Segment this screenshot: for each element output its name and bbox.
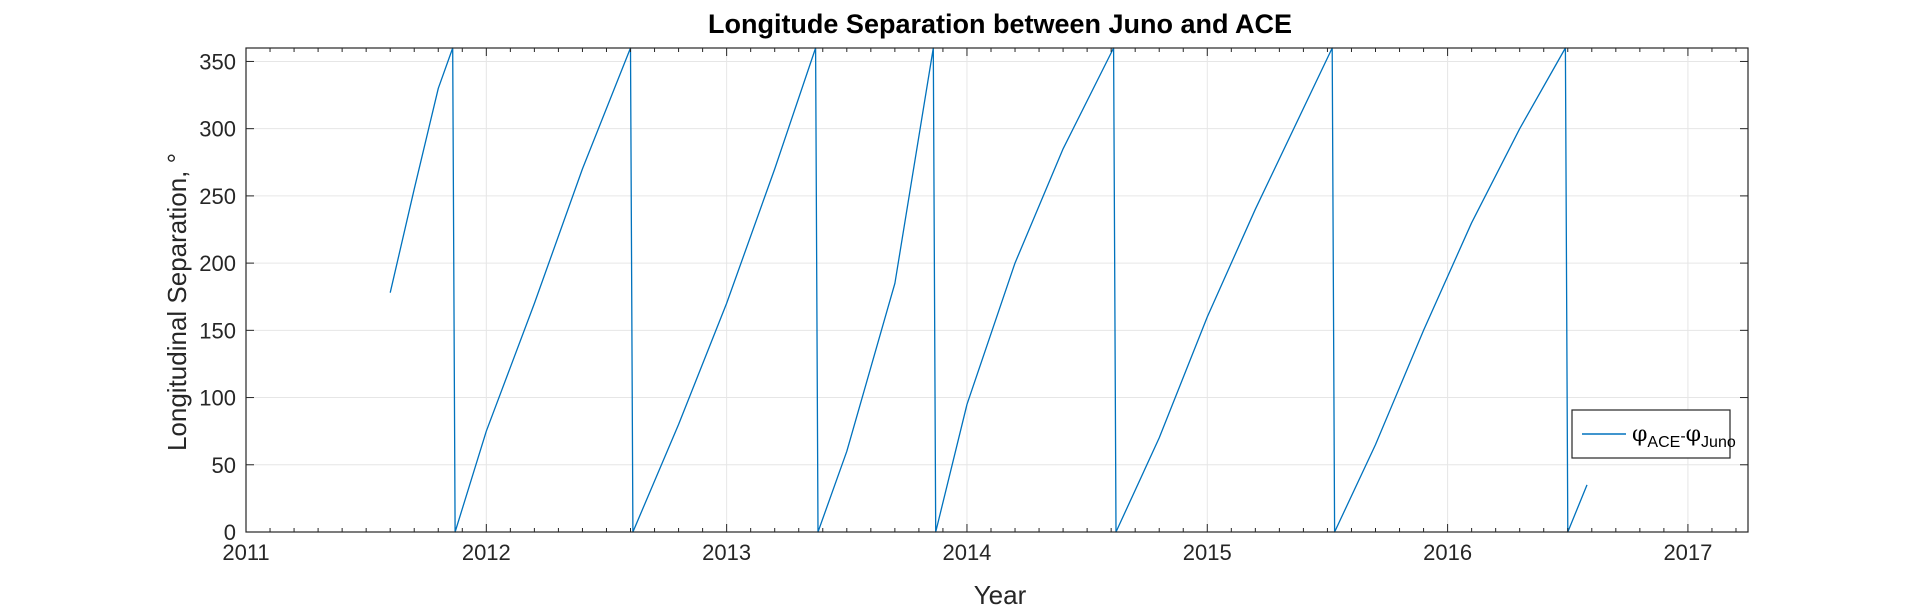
- y-tick-label: 200: [199, 251, 236, 276]
- y-tick-label: 350: [199, 49, 236, 74]
- y-tick-label: 0: [224, 520, 236, 545]
- x-tick-labels: 2011 2012 2013 2014 2015 2016 2017: [222, 540, 1712, 565]
- y-tick-label: 50: [212, 453, 236, 478]
- y-tick-labels: 0 50 100 150 200 250 300 350: [199, 49, 236, 545]
- axis-ticks: [245, 48, 1748, 533]
- y-tick-label: 100: [199, 386, 236, 411]
- y-tick-label: 250: [199, 184, 236, 209]
- x-tick-label: 2013: [702, 540, 751, 565]
- y-tick-label: 300: [199, 117, 236, 142]
- legend: φACE-φJuno: [1571, 409, 1736, 459]
- x-tick-label: 2017: [1663, 540, 1712, 565]
- legend-sub-ace: ACE: [1647, 434, 1680, 451]
- plot-area: [246, 48, 1748, 532]
- series-line: [389, 47, 1588, 533]
- legend-phi-2: φ: [1686, 422, 1701, 447]
- legend-label: φACE-φJuno: [1632, 422, 1736, 451]
- legend-phi-1: φ: [1632, 422, 1647, 447]
- x-tick-label: 2011: [222, 540, 269, 565]
- x-tick-label: 2016: [1423, 540, 1472, 565]
- x-tick-label: 2012: [462, 540, 511, 565]
- plot-frame: [245, 47, 1749, 533]
- y-axis-title: Longitudinal Separation, °: [162, 153, 192, 451]
- series-polyline: [389, 47, 1588, 533]
- x-tick-label: 2014: [942, 540, 991, 565]
- y-tick-label: 150: [199, 318, 236, 343]
- chart-title: Longitude Separation between Juno and AC…: [708, 9, 1292, 39]
- legend-dash: -: [1680, 428, 1685, 445]
- x-axis-title: Year: [974, 580, 1027, 608]
- legend-sub-juno: Juno: [1701, 434, 1736, 451]
- x-tick-label: 2015: [1183, 540, 1232, 565]
